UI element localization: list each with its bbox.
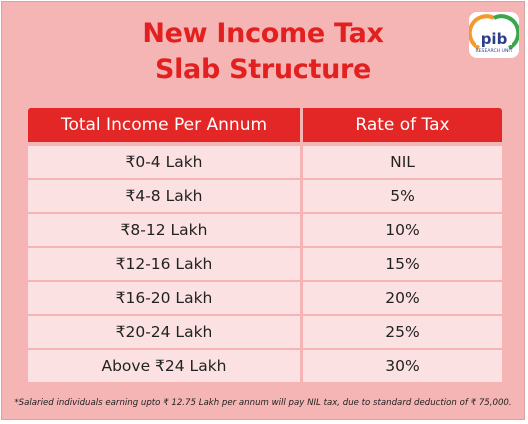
title-line-1: New Income Tax — [142, 18, 384, 49]
income-cell: ₹12-16 Lakh — [28, 248, 300, 280]
title-line-2: Slab Structure — [154, 54, 372, 85]
table-row: ₹20-24 Lakh 25% — [28, 316, 502, 350]
rate-cell: 15% — [303, 248, 502, 280]
table-row: ₹0-4 Lakh NIL — [28, 146, 502, 180]
table-row: ₹16-20 Lakh 20% — [28, 282, 502, 316]
table-row: Above ₹24 Lakh 30% — [28, 350, 502, 384]
pib-logo-icon: pib RESEARCH UNIT — [469, 12, 519, 58]
rate-cell: 20% — [303, 282, 502, 314]
income-cell: ₹16-20 Lakh — [28, 282, 300, 314]
logo-subtext: RESEARCH UNIT — [475, 48, 512, 54]
rate-cell: 10% — [303, 214, 502, 246]
rate-cell: NIL — [303, 146, 502, 178]
page-title: New Income Tax Slab Structure — [2, 16, 524, 88]
rate-cell: 25% — [303, 316, 502, 348]
table-header-row: Total Income Per Annum Rate of Tax — [28, 108, 502, 146]
rate-cell: 30% — [303, 350, 502, 382]
income-cell: ₹8-12 Lakh — [28, 214, 300, 246]
income-cell: ₹20-24 Lakh — [28, 316, 300, 348]
footnote: *Salaried individuals earning upto ₹ 12.… — [14, 398, 512, 408]
logo-text: pib — [481, 30, 508, 48]
table-row: ₹12-16 Lakh 15% — [28, 248, 502, 282]
income-cell: ₹0-4 Lakh — [28, 146, 300, 178]
tax-slab-table: Total Income Per Annum Rate of Tax ₹0-4 … — [28, 108, 502, 384]
header-income: Total Income Per Annum — [28, 108, 300, 142]
rate-cell: 5% — [303, 180, 502, 212]
income-cell: Above ₹24 Lakh — [28, 350, 300, 382]
table-row: ₹4-8 Lakh 5% — [28, 180, 502, 214]
header-rate: Rate of Tax — [303, 108, 502, 142]
table-row: ₹8-12 Lakh 10% — [28, 214, 502, 248]
income-cell: ₹4-8 Lakh — [28, 180, 300, 212]
